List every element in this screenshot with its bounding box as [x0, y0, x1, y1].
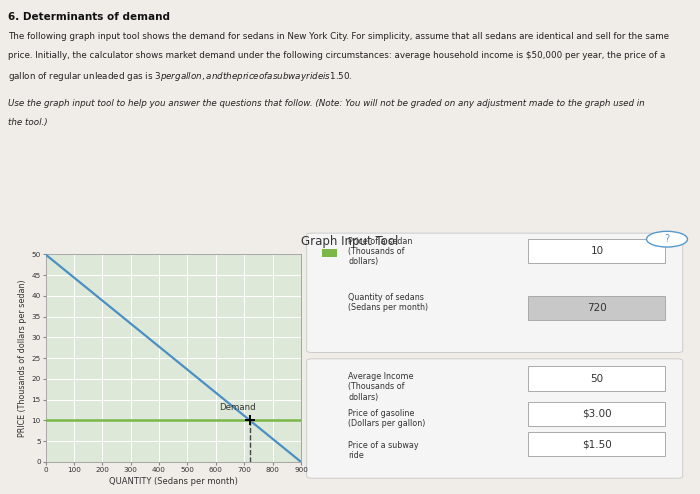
FancyBboxPatch shape	[307, 233, 682, 353]
Text: gallon of regular unleaded gas is $3 per gallon, and the price of a subway ride : gallon of regular unleaded gas is $3 per…	[8, 70, 353, 82]
FancyBboxPatch shape	[528, 296, 666, 320]
Text: Quantity of sedans
(Sedans per month): Quantity of sedans (Sedans per month)	[349, 293, 428, 312]
Text: price. Initially, the calculator shows market demand under the following circums: price. Initially, the calculator shows m…	[8, 51, 666, 60]
X-axis label: QUANTITY (Sedans per month): QUANTITY (Sedans per month)	[108, 477, 238, 486]
Text: Price of a sedan
(Thousands of
dollars): Price of a sedan (Thousands of dollars)	[349, 237, 413, 266]
FancyBboxPatch shape	[528, 367, 666, 391]
Text: Use the graph input tool to help you answer the questions that follow. (Note: Yo: Use the graph input tool to help you ans…	[8, 99, 645, 108]
Text: 720: 720	[587, 303, 607, 313]
Text: 50: 50	[590, 373, 603, 383]
Text: $3.00: $3.00	[582, 409, 612, 419]
Circle shape	[647, 231, 687, 247]
Text: ?: ?	[664, 234, 670, 244]
Text: the tool.): the tool.)	[8, 118, 48, 126]
Y-axis label: PRICE (Thousands of dollars per sedan): PRICE (Thousands of dollars per sedan)	[18, 279, 27, 437]
Text: Average Income
(Thousands of
dollars): Average Income (Thousands of dollars)	[349, 372, 414, 402]
Text: Demand: Demand	[218, 403, 256, 412]
Text: The following graph input tool shows the demand for sedans in New York City. For: The following graph input tool shows the…	[8, 32, 669, 41]
Text: Price of a subway
ride: Price of a subway ride	[349, 441, 419, 460]
FancyBboxPatch shape	[528, 432, 666, 456]
Text: Graph Input Tool: Graph Input Tool	[301, 235, 398, 248]
Text: 10: 10	[590, 246, 603, 256]
Text: Price of gasoline
(Dollars per gallon): Price of gasoline (Dollars per gallon)	[349, 409, 426, 428]
FancyBboxPatch shape	[528, 402, 666, 426]
Text: $1.50: $1.50	[582, 439, 612, 449]
Text: 6. Determinants of demand: 6. Determinants of demand	[8, 12, 170, 22]
FancyBboxPatch shape	[528, 239, 666, 263]
FancyBboxPatch shape	[322, 249, 337, 257]
FancyBboxPatch shape	[307, 359, 682, 478]
